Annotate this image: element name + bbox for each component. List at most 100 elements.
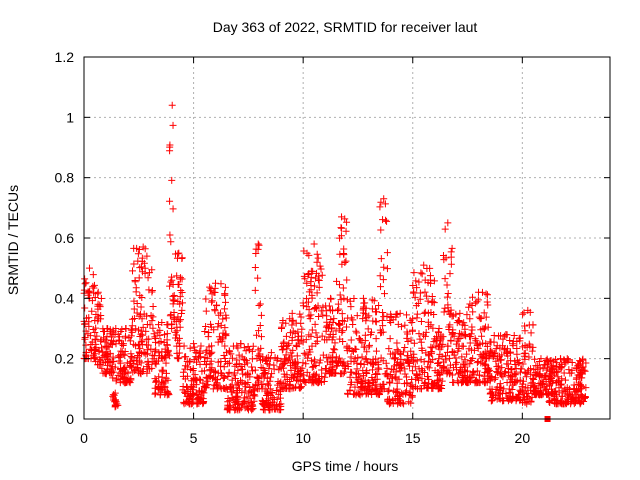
data-point [166, 312, 174, 320]
data-point [286, 329, 294, 337]
data-point [134, 352, 142, 360]
data-point [407, 347, 415, 355]
data-point [409, 384, 417, 392]
data-point [450, 332, 458, 340]
data-point [577, 392, 585, 400]
data-point [282, 332, 290, 340]
data-point [438, 368, 446, 376]
data-point [249, 392, 257, 400]
data-point [325, 320, 333, 328]
data-point [272, 387, 280, 395]
data-point [102, 343, 110, 351]
data-point [466, 300, 474, 308]
data-point [426, 264, 434, 272]
data-point [187, 400, 195, 408]
data-point [453, 337, 461, 345]
data-point [171, 250, 179, 258]
data-point [519, 377, 527, 385]
data-point [254, 240, 262, 248]
data-point [448, 328, 456, 336]
data-point [535, 372, 543, 380]
data-point [409, 281, 417, 289]
data-point [390, 354, 398, 362]
data-point [225, 347, 233, 355]
data-point [400, 380, 408, 388]
data-point [447, 336, 455, 344]
data-point [494, 362, 502, 370]
data-point [452, 340, 460, 348]
data-point [168, 176, 176, 184]
data-point [471, 299, 479, 307]
data-point [362, 355, 370, 363]
data-point [465, 345, 473, 353]
data-point [143, 252, 151, 260]
data-point [228, 394, 236, 402]
data-point [377, 255, 385, 263]
data-point [456, 309, 464, 317]
data-point [273, 405, 281, 413]
data-point [521, 355, 529, 363]
data-point [172, 318, 180, 326]
data-point [519, 343, 527, 351]
data-point [360, 372, 368, 380]
data-point [410, 269, 418, 277]
data-point [386, 370, 394, 378]
data-point [454, 370, 462, 378]
data-point [436, 371, 444, 379]
data-point [393, 387, 401, 395]
data-point [446, 310, 454, 318]
data-point [535, 379, 543, 387]
data-point [181, 362, 189, 370]
data-point [145, 286, 153, 294]
data-point [343, 276, 351, 284]
data-point [555, 363, 563, 371]
data-points [80, 101, 590, 422]
data-point [300, 247, 308, 255]
data-point [519, 310, 527, 318]
data-point [340, 368, 348, 376]
data-point [482, 313, 490, 321]
data-point [394, 400, 402, 408]
data-point [271, 401, 279, 409]
data-point [112, 325, 120, 332]
data-point [191, 346, 199, 354]
data-point [120, 379, 128, 387]
data-point [572, 385, 580, 393]
data-point [372, 318, 380, 326]
data-point [278, 383, 286, 391]
data-point [400, 400, 408, 408]
data-point [557, 355, 565, 363]
data-point [344, 314, 352, 322]
data-point [495, 332, 503, 340]
data-point [289, 317, 297, 325]
data-point [297, 319, 305, 327]
data-point [346, 373, 354, 381]
data-point [391, 395, 399, 403]
data-point [294, 336, 302, 344]
data-point [155, 349, 163, 357]
data-point [211, 375, 219, 383]
data-point [206, 373, 214, 381]
data-point [411, 293, 419, 301]
data-point [85, 288, 93, 296]
data-point [128, 322, 136, 330]
data-point [203, 346, 211, 354]
data-point [371, 370, 379, 378]
data-point [375, 301, 383, 309]
data-point [466, 360, 474, 368]
data-point [231, 362, 239, 370]
data-point [181, 353, 189, 361]
data-point [359, 367, 367, 375]
data-point [306, 315, 314, 323]
data-point [504, 394, 512, 402]
data-point [333, 277, 341, 285]
data-point [235, 351, 243, 359]
data-point [344, 390, 352, 398]
data-point [119, 365, 127, 373]
data-point [428, 344, 436, 352]
data-point [221, 290, 229, 298]
data-point [420, 261, 428, 269]
data-point [338, 328, 346, 336]
data-point [297, 337, 305, 345]
data-point [530, 389, 538, 397]
